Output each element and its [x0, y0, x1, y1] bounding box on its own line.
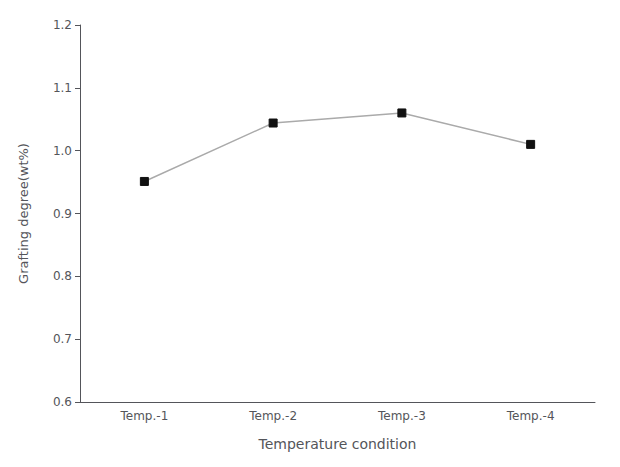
svg-text:0.9: 0.9 [53, 207, 72, 221]
svg-text:1.2: 1.2 [53, 18, 72, 32]
svg-text:Temp.-1: Temp.-1 [119, 409, 168, 423]
svg-text:Grafting degree(wt%): Grafting degree(wt%) [16, 143, 31, 284]
svg-text:1.0: 1.0 [53, 144, 72, 158]
svg-text:Temperature condition: Temperature condition [258, 436, 417, 452]
svg-text:Temp.-2: Temp.-2 [248, 409, 297, 423]
svg-text:0.6: 0.6 [53, 395, 72, 409]
svg-text:0.8: 0.8 [53, 269, 72, 283]
svg-text:0.7: 0.7 [53, 332, 72, 346]
svg-text:1.1: 1.1 [53, 81, 72, 95]
svg-text:Temp.-3: Temp.-3 [377, 409, 426, 423]
svg-text:Temp.-4: Temp.-4 [506, 409, 555, 423]
